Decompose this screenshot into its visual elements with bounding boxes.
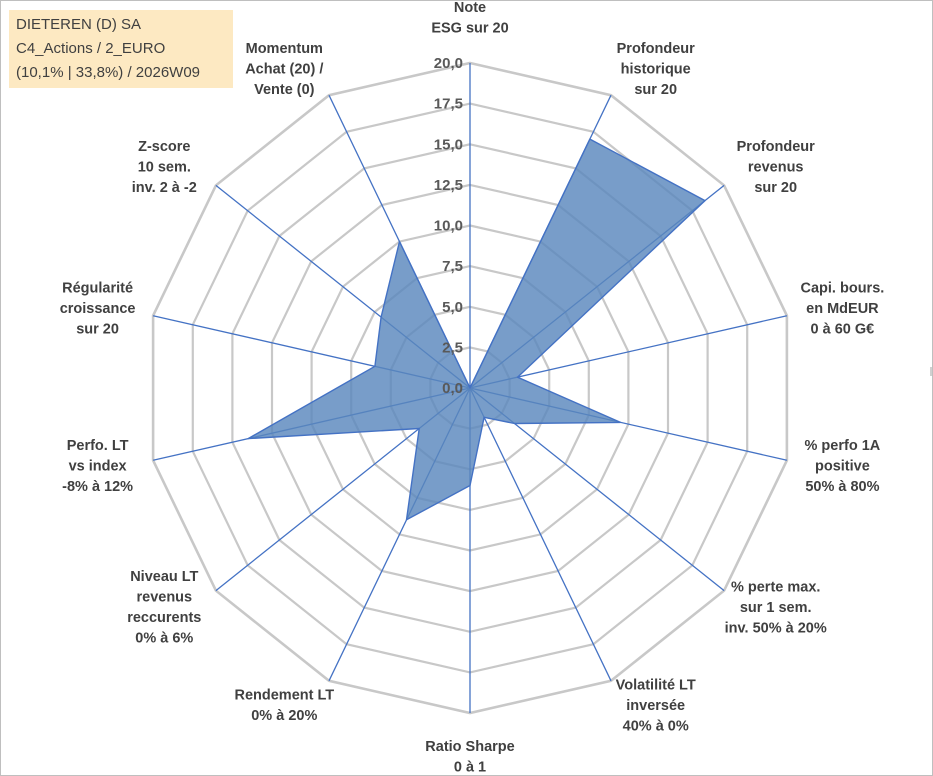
axis-label-line: positive [815, 458, 870, 474]
axis-label-line: revenus [136, 590, 192, 606]
tick-label: 7,5 [442, 258, 463, 275]
axis-label: Niveau LT revenus reccurents 0% à 6% [127, 569, 201, 647]
axis-label-line: en MdEUR [806, 301, 879, 317]
axis-label-line: Achat (20) / [245, 62, 323, 78]
axis-label-line: revenus [748, 160, 804, 176]
axis-label-line: 50% à 80% [805, 479, 879, 495]
info-company: DIETEREN (D) SA [16, 16, 142, 33]
axis-label-line: Z-score [138, 139, 190, 155]
axis-label-line: 40% à 0% [623, 718, 689, 734]
edge-marker [930, 367, 932, 376]
axis-label: Profondeur historique sur 20 [617, 41, 695, 98]
axis-label-line: 0% à 20% [251, 708, 317, 724]
axis-label-line: -8% à 12% [62, 479, 133, 495]
axis-label-line: Note [454, 1, 486, 16]
axis-label: Régularité croissance sur 20 [60, 281, 136, 338]
axis-label-line: 0 à 60 G€ [811, 322, 875, 338]
axis-label: Volatilité LT inversée 40% à 0% [616, 677, 696, 734]
axis-label-line: inv. 50% à 20% [725, 620, 827, 636]
axis-label-line: Ratio Sharpe [425, 739, 514, 755]
axis-label: Ratio Sharpe 0 à 1 [425, 739, 514, 775]
axis-label-line: croissance [60, 301, 136, 317]
tick-label: 12,5 [434, 177, 463, 194]
axis-spoke [469, 315, 788, 389]
tick-label: 5,0 [442, 299, 463, 316]
info-category: C4_Actions / 2_EURO [16, 40, 166, 57]
info-box: DIETEREN (D) SA C4_Actions / 2_EURO (10,… [9, 10, 233, 88]
axis-label: Capi. bours. en MdEUR 0 à 60 G€ [801, 281, 885, 338]
axis-label-line: % perte max. [731, 579, 820, 595]
axis-label-line: 10 sem. [138, 160, 191, 176]
axis-label-line: 0% à 6% [135, 631, 193, 647]
radar-series [247, 138, 706, 521]
axis-label-line: Vente (0) [254, 82, 315, 98]
axis-label: Rendement LT 0% à 20% [234, 688, 334, 725]
radar-axis-labels: Note ESG sur 20 Profondeur historique sur 20… [60, 1, 885, 775]
axis-label-line: sur 20 [76, 322, 119, 338]
axis-label-line: Perfo. LT [67, 438, 129, 454]
tick-label: 0,0 [442, 380, 463, 397]
tick-label: 17,5 [434, 96, 463, 113]
axis-label-line: Volatilité LT [616, 677, 696, 693]
axis-label: % perfo 1A positive 50% à 80% [805, 438, 881, 495]
axis-label-line: historique [621, 62, 691, 78]
axis-label-line: inv. 2 à -2 [132, 180, 197, 196]
axis-label: Perfo. LT vs index -8% à 12% [62, 438, 133, 495]
axis-label-line: inversée [626, 698, 685, 714]
tick-label: 10,0 [434, 218, 463, 235]
axis-label: Momentum Achat (20) / Vente (0) [245, 41, 323, 98]
tick-label: 20,0 [434, 55, 463, 72]
axis-label: % perte max. sur 1 sem. inv. 50% à 20% [725, 579, 827, 636]
axis-spoke [469, 387, 612, 682]
axis-label: Z-score 10 sem. inv. 2 à -2 [132, 139, 197, 196]
axis-label-line: Momentum [246, 41, 323, 57]
axis-label-line: 0 à 1 [454, 760, 486, 776]
axis-label: Note ESG sur 20 [431, 1, 508, 37]
radar-tick-labels: 0,0 2,5 5,0 7,5 10,0 12,5 15,0 17,5 20,0 [434, 55, 463, 397]
series-area [247, 138, 706, 521]
axis-label-line: sur 20 [754, 180, 797, 196]
axis-label-line: vs index [69, 458, 127, 474]
axis-label-line: ESG sur 20 [431, 21, 508, 37]
axis-label-line: Niveau LT [130, 569, 198, 585]
axis-label-line: % perfo 1A [805, 438, 881, 454]
axis-label-line: Régularité [62, 281, 133, 297]
info-stats: (10,1% | 33,8%) / 2026W09 [16, 64, 200, 81]
tick-label: 2,5 [442, 339, 463, 356]
axis-label-line: sur 20 [634, 82, 677, 98]
axis-label-line: Profondeur [737, 139, 815, 155]
tick-label: 15,0 [434, 136, 463, 153]
axis-label-line: Rendement LT [234, 688, 334, 704]
axis-label-line: Profondeur [617, 41, 695, 57]
axis-label-line: sur 1 sem. [740, 600, 812, 616]
axis-label-line: reccurents [127, 610, 201, 626]
axis-label-line: Capi. bours. [801, 281, 885, 297]
axis-label: Profondeur revenus sur 20 [737, 139, 815, 196]
